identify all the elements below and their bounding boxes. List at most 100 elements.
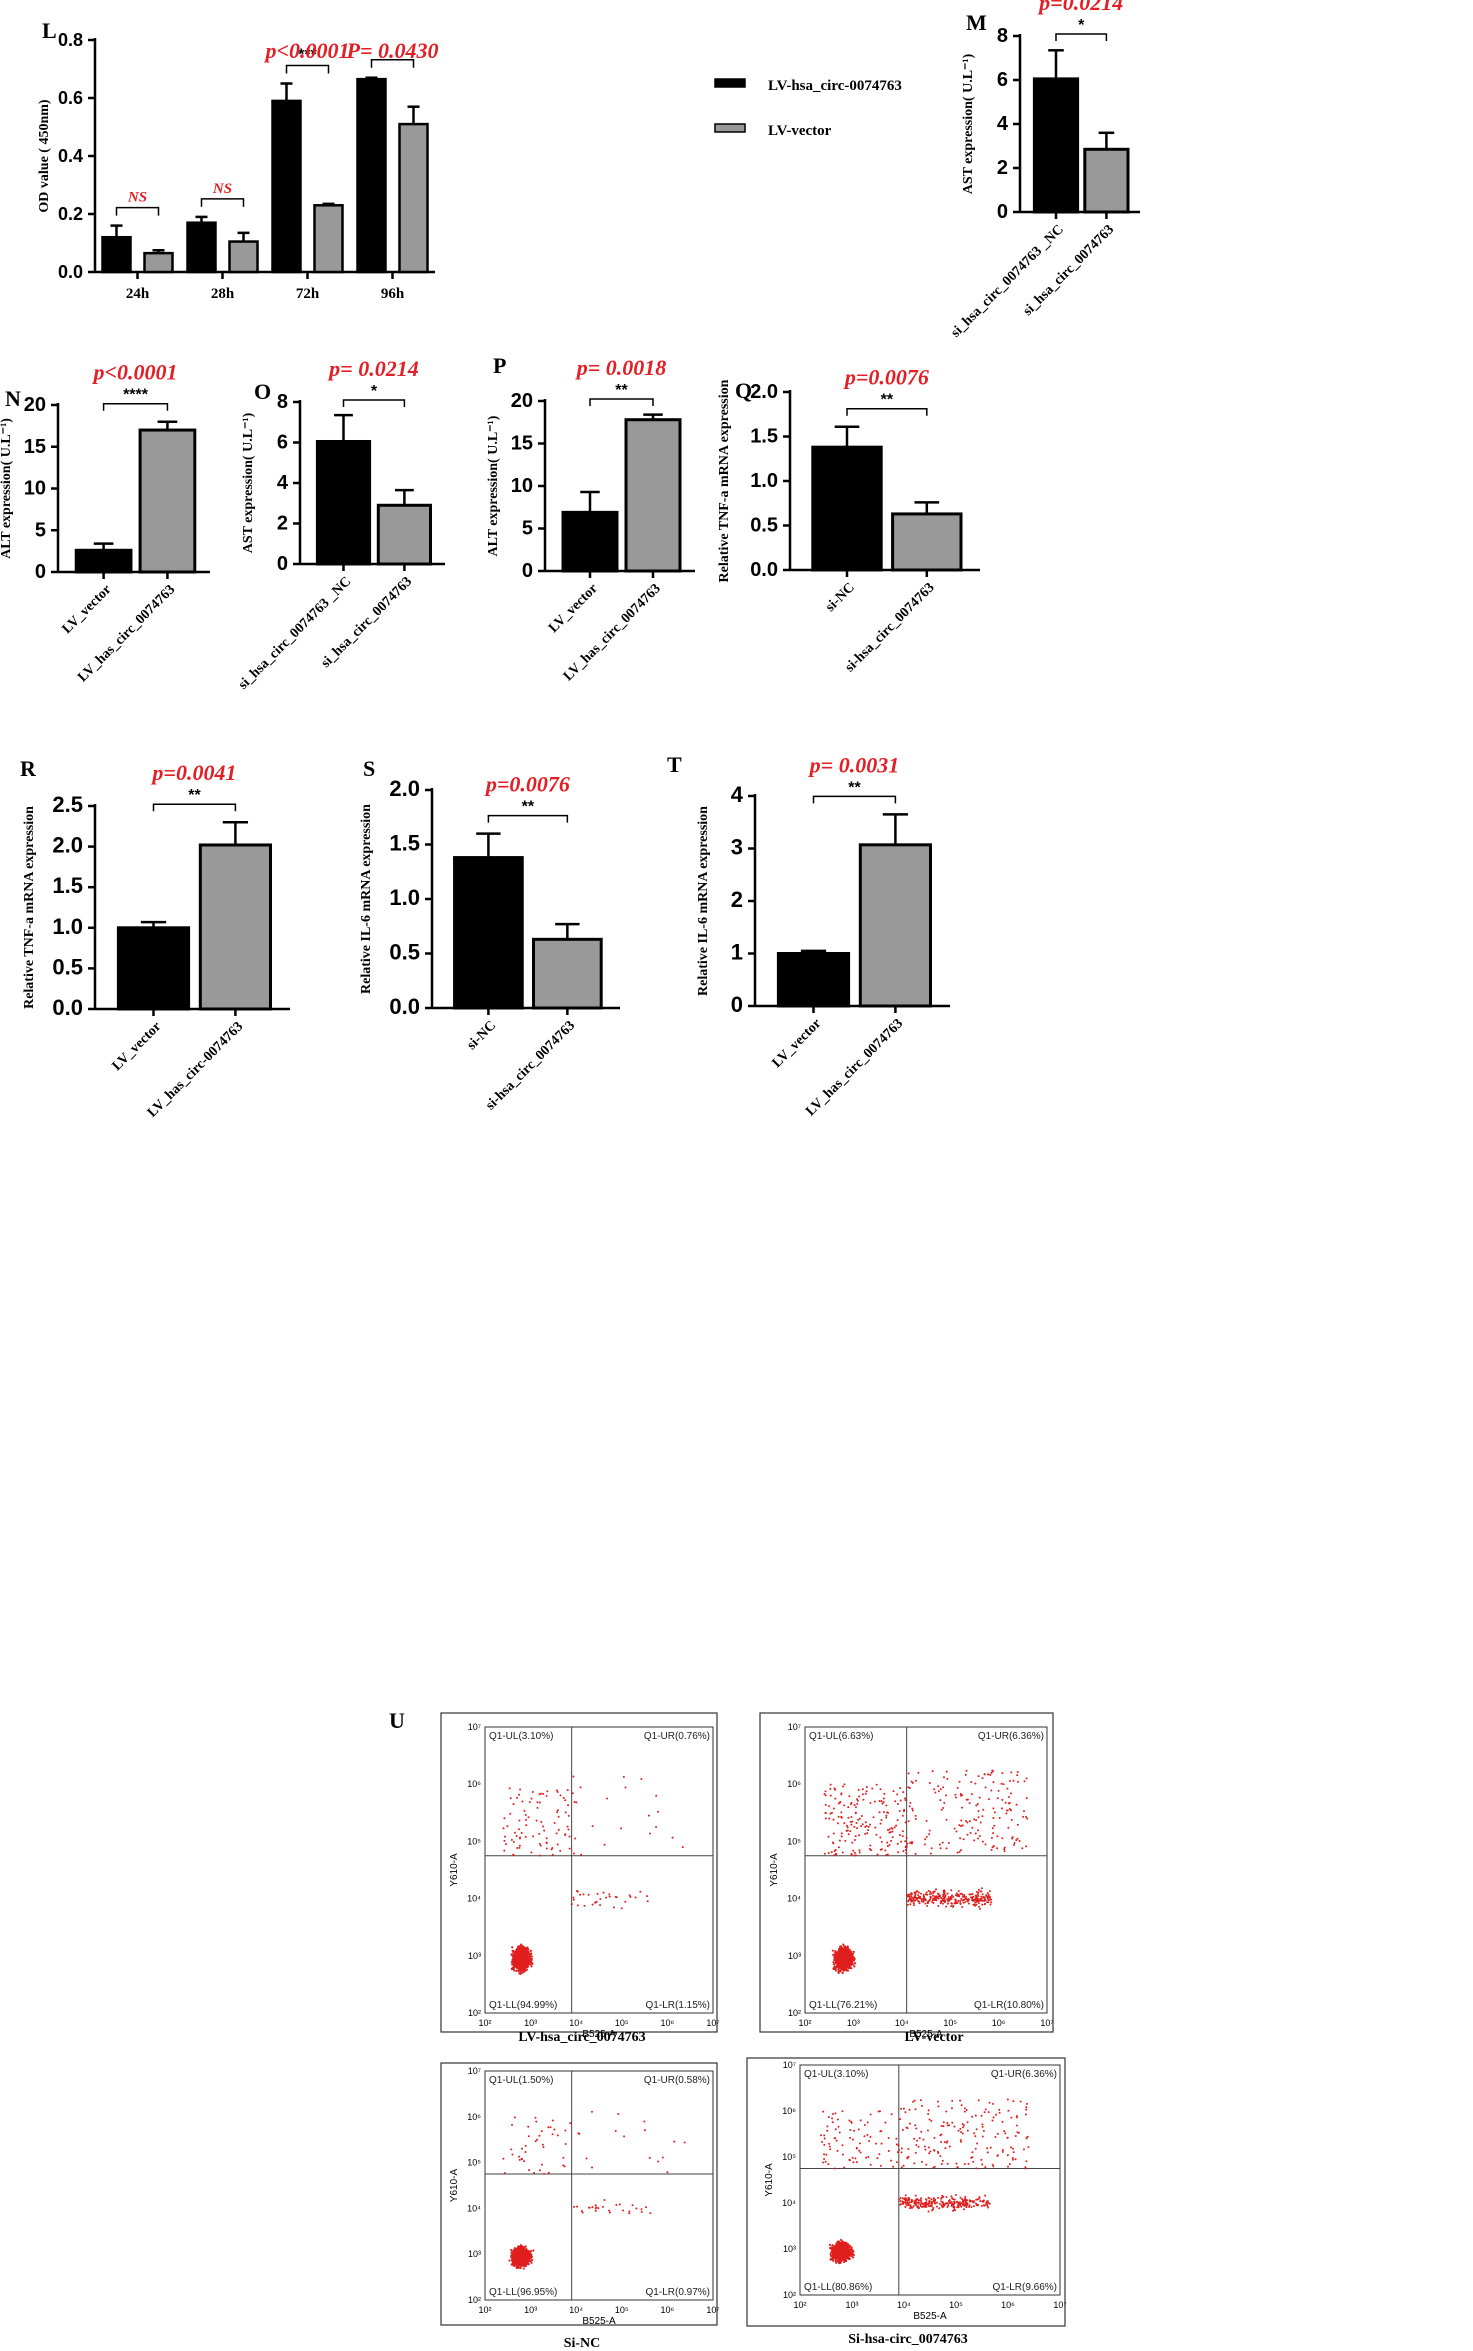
event-dot: [535, 2120, 538, 2123]
event-dot: [998, 1816, 1001, 1819]
y-tick-label: 1.0: [750, 470, 778, 492]
quad-UL: Q1-UL(1.50%): [489, 2075, 553, 2086]
event-dot: [996, 1847, 999, 1850]
event-dot: [524, 1814, 527, 1817]
event-dot: [643, 2129, 646, 2132]
event-dot: [977, 1895, 980, 1898]
event-dot: [844, 1965, 847, 1968]
event-dot: [897, 1851, 900, 1854]
event-dot: [890, 1839, 893, 1842]
event-dot: [886, 1841, 889, 1844]
event-dot: [929, 1852, 932, 1855]
event-dot: [538, 1793, 541, 1796]
event-dot: [937, 1905, 940, 1908]
event-dot: [942, 1895, 945, 1898]
event-dot: [879, 1836, 882, 1839]
p-value: p=0.0041: [150, 760, 236, 785]
event-dot: [899, 1834, 902, 1837]
significance-stars: ****: [123, 387, 149, 404]
event-dot: [529, 1949, 533, 1952]
event-dot: [1025, 1815, 1028, 1818]
event-dot: [1007, 1826, 1010, 1829]
event-dot: [1025, 1777, 1028, 1780]
event-dot: [655, 1794, 658, 1797]
event-dot: [937, 1790, 940, 1793]
event-dot: [882, 1811, 885, 1814]
y-tick-label: 2.5: [52, 792, 83, 817]
y-tick-label: 4: [277, 472, 289, 494]
event-dot: [571, 1792, 574, 1795]
event-dot: [824, 1817, 827, 1820]
event-dot: [520, 2147, 523, 2150]
event-dot: [516, 1957, 519, 1961]
event-dot: [908, 1805, 911, 1808]
y-tick-label: 10⁶: [787, 1779, 801, 1789]
event-dot: [850, 1823, 853, 1826]
event-dot: [526, 1960, 529, 1963]
event-dot: [536, 1806, 539, 1809]
legend-label-2: LV-vector: [768, 123, 832, 139]
bar-1: [116, 926, 191, 1011]
event-dot: [864, 1792, 867, 1795]
event-dot: [579, 1786, 582, 1789]
event-dot: [827, 1851, 830, 1854]
event-dot: [846, 1964, 849, 1968]
event-dot: [572, 2205, 575, 2208]
event-dot: [937, 1892, 940, 1895]
y-tick-label: 6: [997, 69, 1008, 91]
x-tick-label: 10⁴: [895, 2018, 909, 2028]
event-dot: [990, 1789, 993, 1792]
x-tick-label: 10³: [524, 2305, 537, 2315]
event-dot: [961, 1906, 964, 1909]
event-dot: [946, 1902, 949, 1905]
event-dot: [1025, 1845, 1028, 1848]
event-dot: [536, 2138, 539, 2141]
event-dot: [935, 1888, 938, 1891]
event-dot: [960, 1819, 963, 1822]
event-dot: [939, 1788, 942, 1791]
legend-swatch-2: [714, 123, 746, 133]
bar-28h-s2: [228, 240, 259, 274]
event-dot: [992, 1781, 995, 1784]
event-dot: [896, 1819, 899, 1822]
bar-72h-s2: [313, 204, 344, 274]
event-dot: [551, 1853, 554, 1856]
event-dot: [518, 1793, 521, 1796]
flow-plot-area: [804, 1726, 1048, 2014]
y-axis-label: ALT expression( U.L⁻¹): [0, 418, 14, 559]
event-dot: [655, 1825, 658, 1828]
event-dot: [515, 1964, 518, 1967]
event-dot: [538, 1842, 541, 1845]
event-dot: [510, 2148, 513, 2151]
event-dot: [594, 2204, 597, 2207]
event-dot: [856, 1802, 859, 1805]
event-dot: [572, 1898, 575, 1901]
y-tick-label: 0: [277, 553, 288, 575]
event-dot: [880, 1848, 883, 1851]
event-dot: [519, 1788, 522, 1791]
event-dot: [618, 2203, 621, 2206]
event-dot: [542, 1825, 545, 1828]
x-tick-label: si-hsa_circ_0074763: [483, 1018, 578, 1113]
event-dot: [965, 1798, 968, 1801]
event-dot: [909, 1801, 912, 1804]
event-dot: [526, 2252, 530, 2255]
event-dot: [545, 1794, 548, 1797]
event-dot: [1022, 1815, 1025, 1818]
event-dot: [557, 1828, 560, 1831]
event-dot: [516, 2250, 519, 2253]
event-dot: [904, 1848, 907, 1851]
event-dot: [542, 2146, 545, 2149]
event-dot: [640, 2210, 643, 2213]
event-dot: [585, 2157, 588, 2160]
event-dot: [540, 1792, 543, 1795]
event-dot: [528, 1801, 531, 1804]
event-dot: [1016, 1774, 1019, 1777]
event-dot: [529, 1963, 532, 1966]
significance-stars: **: [522, 799, 535, 816]
event-dot: [833, 1951, 837, 1955]
significance-bracket: [342, 399, 406, 407]
event-dot: [1000, 1782, 1003, 1785]
event-dot: [527, 2257, 530, 2260]
